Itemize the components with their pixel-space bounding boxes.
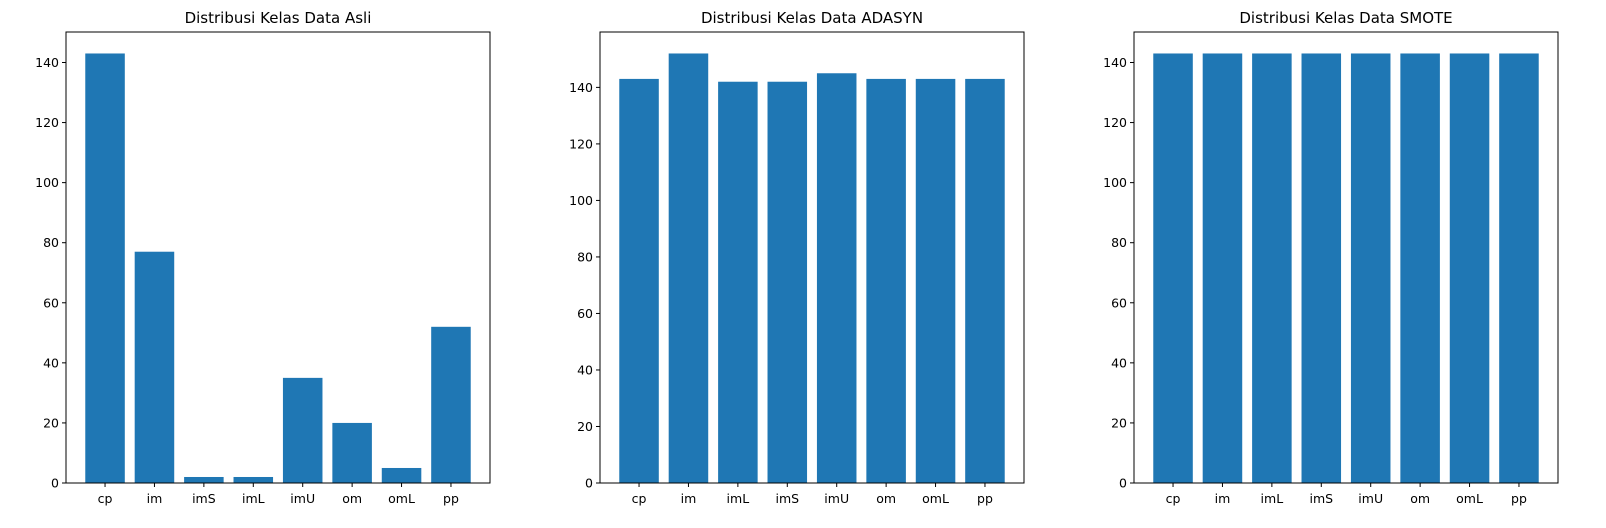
x-tick-label: pp xyxy=(443,491,459,506)
x-tick-label: pp xyxy=(1511,491,1527,506)
axes-frame xyxy=(599,31,1025,484)
y-tick-label: 60 xyxy=(577,306,593,321)
y-tick-label: 40 xyxy=(577,362,593,377)
y-tick-label: 0 xyxy=(51,476,59,491)
y-tick-label: 40 xyxy=(1111,355,1127,370)
x-tick-label: im xyxy=(1215,491,1231,506)
x-tick-label: omL xyxy=(922,491,949,506)
y-tick-label: 60 xyxy=(43,295,59,310)
bar-imS xyxy=(184,476,224,483)
x-tick-label: imU xyxy=(824,491,849,506)
x-tick-label: imS xyxy=(192,491,216,506)
x-tick-label: imL xyxy=(1261,491,1284,506)
chart-title: Distribusi Kelas Data Asli xyxy=(185,9,372,27)
chart-panel-3: 0 20 40 60 80 100 120 140 cp im imL imS imU om omL pp Di… xyxy=(1103,9,1559,506)
x-tick-label: imS xyxy=(775,491,799,506)
x-tick-label: omL xyxy=(1456,491,1483,506)
x-tick-label: imU xyxy=(1358,491,1383,506)
bar-imU xyxy=(282,377,323,483)
bar-om xyxy=(332,422,372,483)
bar-cp xyxy=(1153,53,1193,483)
y-tick-label: 80 xyxy=(1111,235,1127,250)
chart-panel-1: 0 20 40 60 80 100 120 140 cp im imS imL imU om omL pp Di… xyxy=(35,9,491,506)
x-tick-label: cp xyxy=(632,491,647,506)
bar-cp xyxy=(85,53,125,483)
bar-imU xyxy=(1350,53,1391,483)
bar-im xyxy=(668,53,709,483)
x-tick-label: om xyxy=(876,491,896,506)
x-tick-label: cp xyxy=(1166,491,1181,506)
y-tick-label: 40 xyxy=(43,355,59,370)
y-tick-label: 100 xyxy=(35,175,59,190)
x-tick-label: imL xyxy=(727,491,750,506)
bar-cp xyxy=(619,78,659,483)
y-tick-label: 120 xyxy=(569,136,593,151)
x-tick-label: cp xyxy=(98,491,113,506)
x-tick-label: om xyxy=(1410,491,1430,506)
y-tick-label: 140 xyxy=(35,55,59,70)
bar-omL xyxy=(915,78,956,483)
x-tick-label: imL xyxy=(242,491,265,506)
bar-imL xyxy=(1252,53,1292,483)
bar-pp xyxy=(431,326,471,483)
y-tick-label: 120 xyxy=(35,115,59,130)
y-tick-label: 140 xyxy=(1103,55,1127,70)
chart-title: Distribusi Kelas Data ADASYN xyxy=(701,9,923,27)
bar-im xyxy=(1202,53,1243,483)
axes-frame xyxy=(1133,31,1559,484)
bar-im xyxy=(134,251,175,483)
bar-imL xyxy=(718,81,758,483)
y-tick-label: 100 xyxy=(1103,175,1127,190)
y-tick-label: 80 xyxy=(577,249,593,264)
x-tick-label: imS xyxy=(1309,491,1333,506)
y-tick-label: 140 xyxy=(569,80,593,95)
y-tick-label: 80 xyxy=(43,235,59,250)
y-tick-label: 20 xyxy=(43,415,59,430)
y-tick-label: 0 xyxy=(585,476,593,491)
y-tick-label: 60 xyxy=(1111,295,1127,310)
axes-frame xyxy=(65,31,491,484)
y-tick-label: 120 xyxy=(1103,115,1127,130)
y-tick-label: 100 xyxy=(569,193,593,208)
bar-imS xyxy=(767,81,808,483)
bar-imU xyxy=(816,73,857,483)
x-tick-label: pp xyxy=(977,491,993,506)
bar-omL xyxy=(381,467,422,483)
y-tick-label: 20 xyxy=(1111,415,1127,430)
x-tick-label: im xyxy=(147,491,163,506)
bar-pp xyxy=(1499,53,1539,483)
bar-imS xyxy=(1301,53,1342,483)
bar-om xyxy=(1400,53,1440,483)
x-tick-label: omL xyxy=(388,491,415,506)
chart-panel-2: 0 20 40 60 80 100 120 140 cp im imL imS imU om omL pp Di… xyxy=(569,9,1025,506)
bar-omL xyxy=(1449,53,1490,483)
bar-imL xyxy=(233,476,274,483)
x-tick-label: im xyxy=(681,491,697,506)
bar-om xyxy=(866,78,906,483)
bar-pp xyxy=(965,78,1005,483)
x-tick-label: om xyxy=(342,491,362,506)
x-tick-label: imU xyxy=(290,491,315,506)
chart-title: Distribusi Kelas Data SMOTE xyxy=(1239,9,1452,27)
y-tick-label: 20 xyxy=(577,419,593,434)
y-tick-label: 0 xyxy=(1119,476,1127,491)
